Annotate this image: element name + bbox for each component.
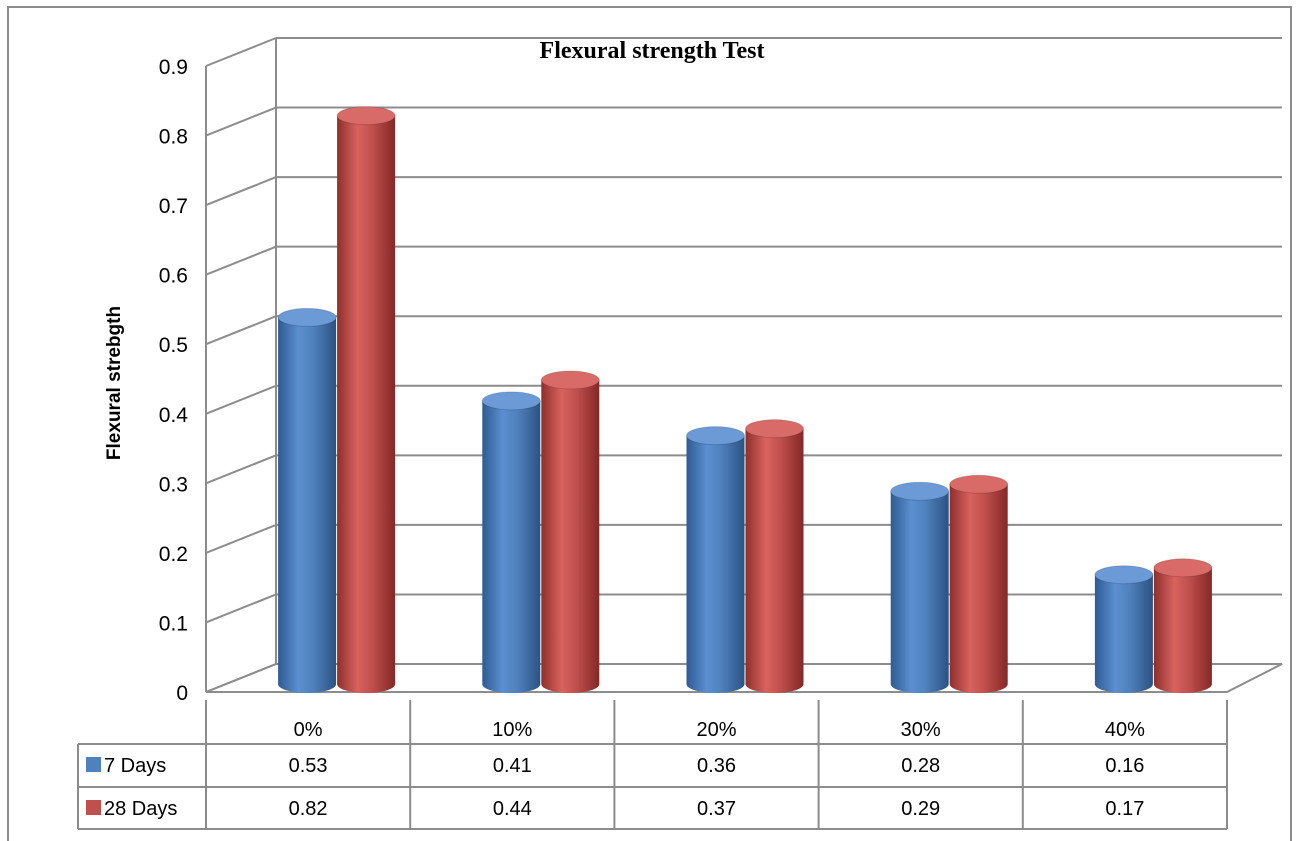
chart-frame [7, 6, 1292, 841]
data-label: 0.29 [901, 798, 940, 820]
chart-text: Flexural strength Test Flexural strebgth… [104, 38, 764, 705]
bar-top [745, 419, 804, 439]
legend-swatch [86, 757, 101, 772]
bar [890, 491, 949, 693]
y-axis-label: Flexural strebgth [104, 306, 125, 460]
bar-top [1153, 558, 1213, 578]
bar [541, 379, 600, 693]
x-tick-label: 30% [901, 719, 941, 741]
bar-top [336, 106, 396, 126]
bar [1094, 574, 1153, 693]
bar-top [1094, 565, 1154, 585]
x-tick-label: 40% [1105, 719, 1145, 741]
bar [1153, 567, 1212, 693]
gridline-side [205, 315, 277, 346]
data-label: 0.44 [493, 798, 532, 820]
y-tick-label: 0.4 [159, 404, 189, 427]
bar-top [277, 307, 337, 327]
bar-top [481, 391, 541, 411]
chart-title: Flexural strength Test [540, 38, 765, 64]
bar [686, 435, 745, 693]
gridline-side [205, 245, 277, 276]
data-label: 0.53 [289, 755, 328, 777]
y-tick-label: 0.3 [159, 473, 188, 496]
y-tick-label: 0.8 [159, 126, 188, 149]
data-label: 0.36 [697, 755, 736, 777]
bar-top [540, 370, 600, 390]
bars [277, 106, 1213, 693]
legend-label: 28 Days [104, 798, 177, 820]
bar-top [890, 481, 950, 501]
gridline-side [205, 37, 277, 67]
data-table: 0% 10% 20% 30% 40% 7 Days 0.53 0.41 0.36 0.28 0.16… [77, 700, 1228, 830]
bar [482, 400, 541, 693]
y-tick-label: 0.5 [159, 334, 188, 357]
data-label: 0.16 [1105, 755, 1144, 777]
bar [949, 484, 1008, 693]
bar-top [949, 474, 1009, 494]
bar-top [686, 426, 745, 446]
gridline-side [205, 593, 277, 624]
gridline-side [205, 384, 277, 415]
y-tick-label: 0.1 [159, 612, 188, 635]
y-tick-label: 0 [176, 682, 188, 705]
data-label: 0.17 [1105, 798, 1144, 820]
bar [745, 428, 804, 693]
y-tick-label: 0.9 [159, 56, 188, 79]
data-label: 0.82 [289, 798, 328, 820]
gridline-side [205, 454, 277, 485]
gridline-side [205, 176, 277, 207]
bar [337, 115, 396, 693]
legend-swatch [86, 800, 101, 815]
y-tick-label: 0.6 [159, 265, 188, 288]
data-label: 0.28 [901, 755, 940, 777]
legend-label: 7 Days [104, 755, 166, 777]
data-label: 0.37 [697, 798, 736, 820]
bar [278, 317, 337, 693]
y-tick-label: 0.2 [159, 543, 188, 566]
x-tick-label: 0% [294, 719, 323, 741]
data-label: 0.41 [493, 755, 532, 777]
gridline-side [205, 523, 277, 554]
x-tick-label: 10% [492, 719, 532, 741]
gridline-side [205, 106, 277, 137]
y-tick-label: 0.7 [159, 195, 188, 218]
x-tick-label: 20% [696, 719, 736, 741]
floor [205, 663, 1283, 693]
